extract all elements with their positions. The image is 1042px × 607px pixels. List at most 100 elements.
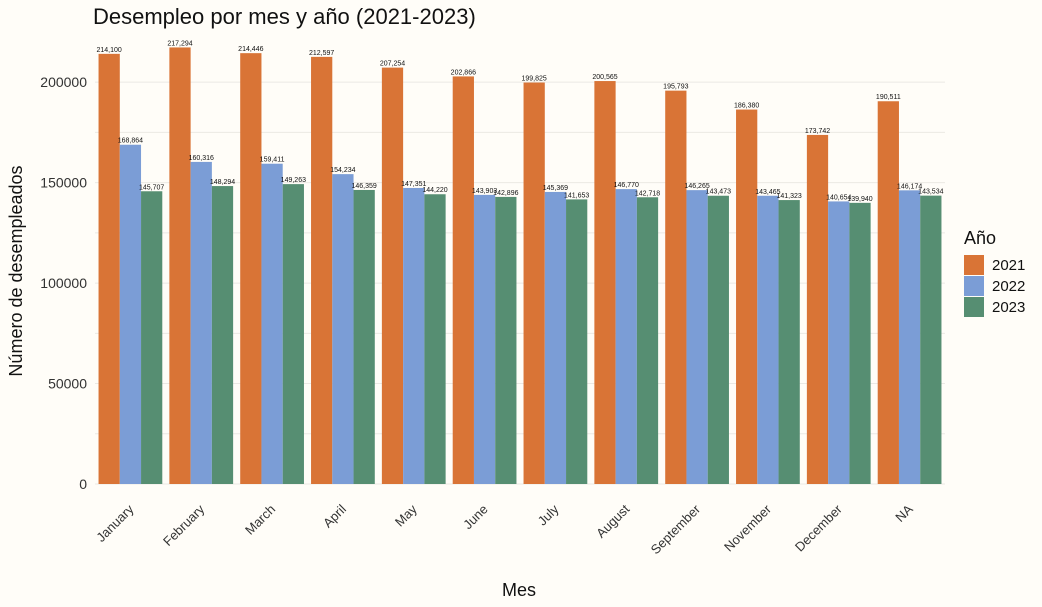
legend-label: 2023 bbox=[992, 299, 1025, 316]
bar-2022-march bbox=[261, 163, 283, 484]
data-label: 186,380 bbox=[734, 103, 759, 110]
legend-swatch-2023 bbox=[964, 297, 984, 317]
data-label: 200,565 bbox=[592, 74, 617, 81]
y-axis-title: Número de desempleados bbox=[6, 165, 26, 376]
gridlines bbox=[95, 81, 945, 485]
data-label: 145,369 bbox=[543, 185, 568, 192]
data-label: 146,265 bbox=[684, 183, 709, 190]
bar-2021-june bbox=[452, 76, 474, 484]
bar-2021-december bbox=[806, 134, 829, 484]
x-tick-label: February bbox=[160, 501, 208, 549]
bar-2023-august bbox=[636, 197, 659, 484]
data-label: 168,864 bbox=[118, 138, 143, 145]
bar-2021-february bbox=[169, 47, 191, 485]
legend-label: 2021 bbox=[992, 257, 1025, 274]
data-label: 154,234 bbox=[330, 167, 355, 174]
bar-2022-november bbox=[757, 195, 779, 484]
legend: Año 2021 2022 2023 bbox=[964, 228, 1025, 317]
bar-2021-august bbox=[594, 81, 616, 484]
bar-2022-august bbox=[615, 189, 637, 484]
bar-2022-february bbox=[190, 161, 212, 484]
data-label: 141,653 bbox=[564, 192, 589, 199]
x-tick-label: July bbox=[535, 501, 562, 528]
data-label: 142,718 bbox=[635, 190, 660, 197]
bar-2022-na bbox=[898, 190, 921, 484]
bar-2023-may bbox=[424, 194, 446, 485]
data-label: 143,903 bbox=[472, 188, 497, 195]
data-label: 139,940 bbox=[847, 196, 872, 203]
legend-label: 2022 bbox=[992, 278, 1025, 295]
bar-2023-february bbox=[211, 186, 234, 484]
data-label: 160,316 bbox=[189, 155, 214, 162]
bar-2023-march bbox=[282, 184, 304, 484]
bar-2023-september bbox=[707, 195, 729, 484]
data-labels: 214,100 168,864 145,707 217,294 160,316 148,2… bbox=[97, 40, 944, 202]
bars bbox=[98, 47, 942, 485]
data-label: 214,446 bbox=[238, 46, 263, 53]
data-label: 148,294 bbox=[210, 179, 235, 186]
y-tick-label: 50000 bbox=[48, 376, 87, 392]
bar-2021-january bbox=[98, 53, 120, 484]
bar-2022-may bbox=[403, 187, 425, 485]
data-label: 147,351 bbox=[401, 181, 426, 188]
legend-title: Año bbox=[964, 228, 996, 248]
bar-2023-na bbox=[920, 195, 942, 485]
x-tick-label: November bbox=[721, 501, 774, 554]
data-label: 159,411 bbox=[260, 157, 285, 164]
bar-2023-december bbox=[849, 202, 871, 484]
y-tick-label: 100000 bbox=[40, 275, 87, 291]
x-tick-label: NA bbox=[892, 501, 916, 525]
data-label: 217,294 bbox=[167, 40, 192, 47]
data-label: 212,597 bbox=[309, 50, 334, 57]
bar-2022-december bbox=[828, 201, 850, 484]
bar-2023-july bbox=[566, 199, 588, 484]
x-tick-label: December bbox=[792, 501, 845, 554]
data-label: 143,473 bbox=[706, 189, 731, 196]
data-label: 195,793 bbox=[663, 84, 688, 91]
bar-2021-na bbox=[877, 101, 899, 484]
x-tick-label: May bbox=[392, 501, 420, 529]
x-tick-label: April bbox=[320, 501, 349, 530]
bar-2022-june bbox=[473, 194, 496, 484]
bar-2021-may bbox=[381, 67, 404, 484]
y-tick-label: 150000 bbox=[40, 175, 87, 191]
x-tick-label: June bbox=[460, 502, 491, 533]
y-tick-label: 0 bbox=[79, 476, 87, 492]
data-label: 146,359 bbox=[352, 183, 377, 190]
data-label: 146,770 bbox=[614, 182, 639, 189]
legend-swatch-2021 bbox=[964, 255, 984, 275]
bar-2023-november bbox=[778, 200, 800, 484]
x-tick-label: March bbox=[242, 502, 278, 538]
data-label: 149,263 bbox=[281, 177, 306, 184]
bar-2022-july bbox=[544, 191, 567, 484]
y-tick-label: 200000 bbox=[40, 74, 87, 90]
data-label: 202,866 bbox=[451, 69, 476, 76]
bar-2021-march bbox=[240, 53, 262, 485]
bar-2021-september bbox=[665, 90, 687, 484]
data-label: 207,254 bbox=[380, 61, 405, 68]
x-tick-label: January bbox=[93, 501, 137, 545]
x-tick-label: September bbox=[648, 501, 704, 557]
x-axis-title: Mes bbox=[502, 580, 536, 600]
bar-2021-november bbox=[736, 109, 758, 484]
data-label: 142,896 bbox=[493, 190, 518, 197]
data-label: 143,534 bbox=[918, 189, 943, 196]
x-axis-ticks: January February March April May June July Augu… bbox=[93, 501, 916, 557]
data-label: 141,323 bbox=[777, 193, 802, 200]
chart-title: Desempleo por mes y año (2021-2023) bbox=[93, 4, 476, 29]
bar-2023-january bbox=[141, 191, 163, 484]
data-label: 146,174 bbox=[897, 183, 922, 190]
data-label: 140,654 bbox=[826, 194, 851, 201]
data-label: 173,742 bbox=[805, 128, 830, 135]
x-tick-label: August bbox=[593, 501, 632, 540]
bar-2023-april bbox=[353, 189, 375, 484]
bar-2022-april bbox=[332, 174, 354, 484]
bar-2021-july bbox=[523, 82, 545, 484]
data-label: 199,825 bbox=[522, 76, 547, 83]
bar-2022-january bbox=[119, 144, 142, 484]
data-label: 190,511 bbox=[876, 94, 901, 101]
legend-swatch-2022 bbox=[964, 276, 984, 296]
data-label: 143,465 bbox=[755, 189, 780, 196]
